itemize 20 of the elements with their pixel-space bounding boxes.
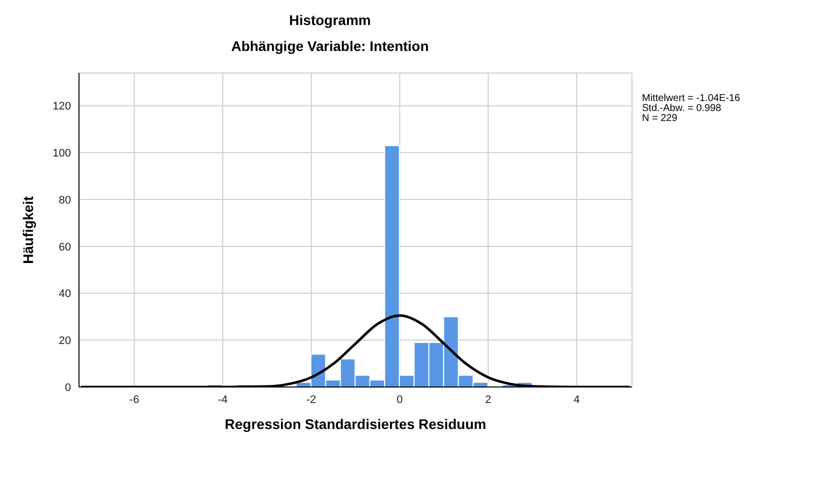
x-tick-label: 0 bbox=[396, 394, 403, 406]
chart-title: Histogramm bbox=[288, 12, 372, 28]
y-tick-label: 120 bbox=[52, 100, 71, 113]
x-tick-label: -4 bbox=[218, 394, 228, 406]
x-tick-label: 2 bbox=[485, 394, 492, 406]
x-tick-label: 4 bbox=[574, 394, 580, 406]
text: N = 229 bbox=[642, 113, 678, 124]
y-tick-label: 80 bbox=[58, 194, 71, 206]
y-tick-label: 20 bbox=[58, 335, 71, 348]
y-tick-label: 0 bbox=[64, 382, 71, 394]
y-tick-label: 100 bbox=[52, 148, 71, 160]
text: Std.-Abw. = 0.998 bbox=[642, 103, 722, 114]
x-axis-title: Regression Standardisiertes Residuum bbox=[224, 416, 486, 432]
y-tick-label: 60 bbox=[58, 241, 71, 254]
chart-subtitle: Abhängige Variable: Intention bbox=[230, 38, 430, 54]
x-tick-label: -6 bbox=[129, 394, 140, 406]
x-tick-label: -2 bbox=[306, 394, 316, 406]
y-axis-title: Häufigkeit bbox=[20, 196, 36, 264]
text: Mittelwert = -1.04E-16 bbox=[642, 93, 740, 104]
y-tick-label: 40 bbox=[58, 288, 71, 300]
